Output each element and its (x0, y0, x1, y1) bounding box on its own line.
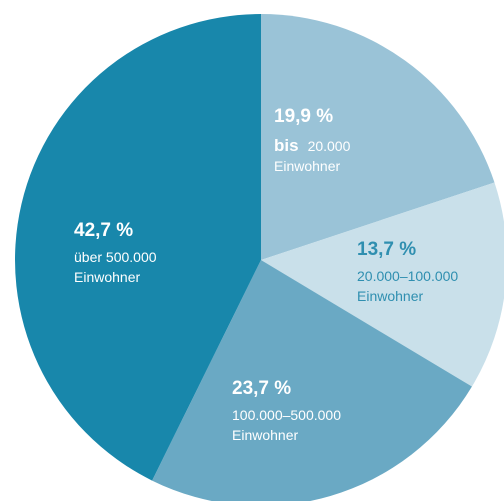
pie-slice-2 (261, 182, 504, 387)
pie-slice-1 (261, 14, 495, 260)
label-slice-2: 13,7 % 20.000–100.000 Einwohner (357, 239, 458, 304)
slice-2-range: 20.000–100.000 (357, 268, 458, 284)
slice-3-unit: Einwohner (232, 427, 298, 443)
slice-1-percent: 19,9 % (274, 106, 333, 127)
slice-4-percent: 42,7 % (74, 220, 133, 241)
slice-3-percent: 23,7 % (232, 378, 291, 399)
slice-1-unit: Einwohner (274, 158, 340, 174)
slice-4-range: über 500.000 (74, 249, 157, 265)
pie-slice-3 (152, 260, 472, 501)
pie-slice-4 (15, 14, 261, 481)
slice-4-unit: Einwohner (74, 269, 140, 285)
slice-3-range: 100.000–500.000 (232, 407, 341, 423)
slice-2-unit: Einwohner (357, 288, 423, 304)
label-slice-4: 42,7 % über 500.000 Einwohner (74, 220, 157, 285)
slice-1-range-value: 20.000 (308, 138, 351, 154)
slice-1-prefix: bis (274, 136, 299, 155)
label-slice-3: 23,7 % 100.000–500.000 Einwohner (232, 378, 341, 443)
slice-2-percent: 13,7 % (357, 239, 416, 260)
slice-1-range: bis 20.000 (274, 136, 351, 155)
label-slice-1: 19,9 % bis 20.000 Einwohner (274, 106, 351, 174)
